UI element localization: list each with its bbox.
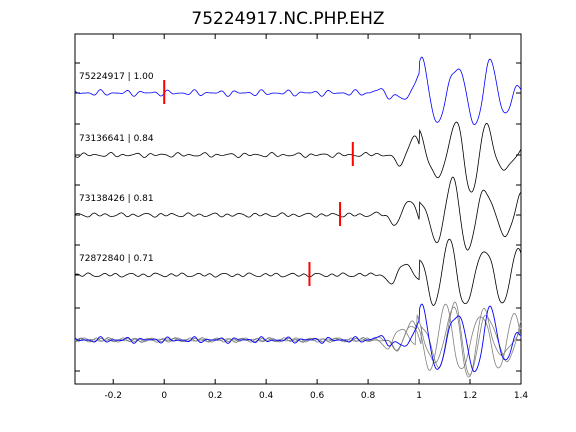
overlay-master-trace	[74, 303, 522, 373]
x-tick-label: 0	[161, 391, 167, 401]
x-tick-label: 0.6	[310, 391, 325, 401]
overlay-trace	[74, 306, 522, 378]
trace-line	[74, 176, 522, 251]
trace-line	[74, 121, 522, 193]
trace-label: 72872840 | 0.71	[79, 254, 154, 264]
trace-line	[74, 56, 522, 126]
x-tick-label: 0.8	[361, 391, 376, 401]
overlay-trace	[74, 303, 522, 371]
trace-line	[74, 238, 522, 306]
x-tick-label: 0.4	[259, 391, 274, 401]
plot-area: -0.2 0 0.2 0.4 0.6 0.8 1 1.2 1.4 75224917 | 1.00 7…	[74, 33, 529, 401]
trace-label: 75224917 | 1.00	[79, 72, 154, 82]
plot-frame	[74, 33, 522, 385]
trace-label: 73136641 | 0.84	[79, 134, 154, 144]
x-tick-label: 1	[416, 391, 422, 401]
x-tick-label: 1.4	[514, 391, 529, 401]
chart-title: 75224917.NC.PHP.EHZ	[191, 9, 384, 29]
x-tick-label: 0.2	[208, 391, 222, 401]
x-tick-label: -0.2	[104, 391, 122, 401]
x-tick-label: 1.2	[463, 391, 477, 401]
trace-label: 73138426 | 0.81	[79, 194, 154, 204]
